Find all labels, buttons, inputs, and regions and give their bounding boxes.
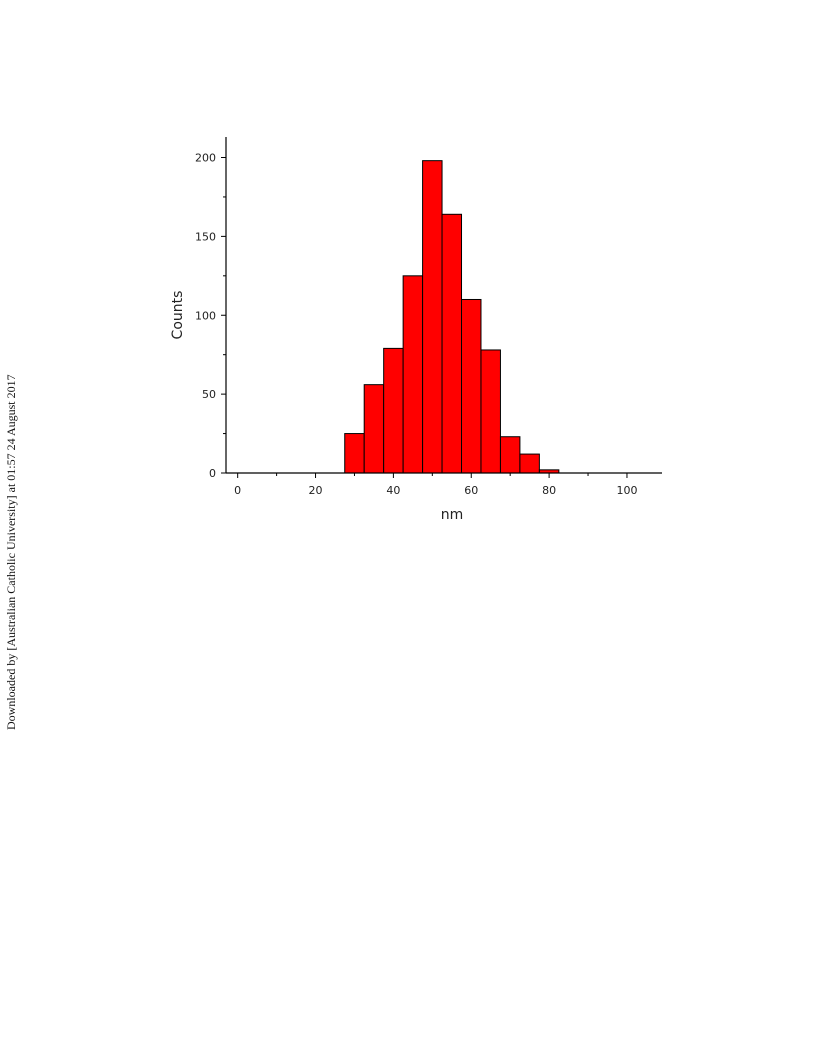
bar	[519, 453, 540, 474]
y-tick-label: 150	[195, 230, 216, 243]
x-axis-label: nm	[441, 507, 464, 523]
bar	[402, 275, 424, 474]
bar	[499, 436, 521, 474]
x-tick-label: 0	[234, 484, 241, 497]
bar	[383, 347, 404, 474]
x-tick-label: 60	[464, 484, 478, 497]
y-tick-label: 100	[195, 309, 216, 322]
y-tick-label: 50	[202, 388, 216, 401]
bar	[363, 384, 385, 474]
x-tick-label: 100	[616, 484, 637, 497]
y-axis-label: Counts	[170, 291, 186, 340]
bar	[344, 433, 365, 474]
bar	[461, 298, 482, 474]
bar	[480, 349, 501, 474]
x-tick-label: 40	[386, 484, 400, 497]
bar	[422, 160, 443, 474]
y-tick-label: 200	[195, 152, 216, 165]
x-tick-label: 80	[542, 484, 556, 497]
bar	[441, 213, 463, 474]
y-tick-label: 0	[209, 467, 216, 480]
x-tick-label: 20	[309, 484, 323, 497]
